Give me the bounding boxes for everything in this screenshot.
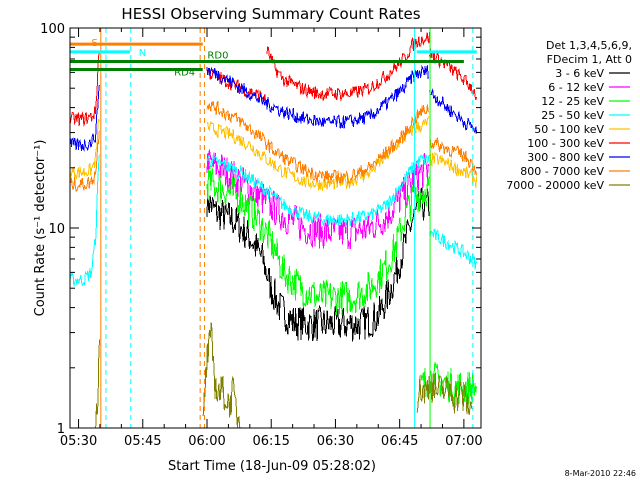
series-line-6-segment-1: [206, 65, 430, 129]
series-line-7-segment-0: [69, 130, 100, 192]
legend-entry-label: 100 - 300 keV: [527, 137, 604, 150]
series-line-6-segment-2: [429, 88, 478, 134]
series-line-0-segment-0: [206, 184, 430, 342]
legend-entry-label: 3 - 6 keV: [555, 67, 604, 80]
series-line-4-segment-0: [69, 118, 100, 180]
x-tick-label: 05:30: [60, 434, 97, 449]
x-tick-label: 06:00: [188, 434, 225, 449]
y-tick-label: 10: [48, 222, 65, 237]
series-line-8-segment-2: [416, 372, 473, 416]
legend-entry-label: 800 - 7000 keV: [520, 165, 604, 178]
x-tick-label: 06:15: [252, 434, 289, 449]
x-tick-label: 07:00: [445, 434, 482, 449]
series-line-7-segment-1: [206, 100, 430, 184]
x-tick-label: 06:30: [317, 434, 354, 449]
series-line-7-segment-2: [429, 137, 478, 176]
legend-entry-label: 300 - 800 keV: [527, 151, 604, 164]
series-line-5-segment-1: [206, 68, 267, 104]
series-line-3-segment-0: [69, 154, 100, 287]
legend-header-line-2: FDecim 1, Att 0: [547, 53, 632, 66]
legend-entry-label: 6 - 12 keV: [548, 81, 604, 94]
y-tick-label: 1: [57, 422, 65, 437]
y-tick-label: 100: [40, 22, 65, 37]
series-line-8-segment-1: [202, 322, 242, 429]
legend-entry-label: 7000 - 20000 keV: [506, 179, 604, 192]
footer-timestamp: 8-Mar-2010 22:46: [565, 469, 636, 478]
series-line-5-segment-0: [69, 50, 100, 128]
series-line-6-segment-0: [69, 85, 100, 152]
series-line-4-segment-2: [429, 151, 478, 188]
annotation-label-2: RD0: [207, 50, 228, 61]
annotation-label-0: S: [91, 38, 97, 49]
x-tick-label: 06:45: [381, 434, 418, 449]
y-axis-label: Count Rate (s⁻¹ detector⁻¹): [33, 140, 48, 317]
series-line-3-segment-2: [429, 228, 478, 270]
plot-area: S N RD0 RD4: [69, 28, 478, 429]
axes: 05:30 05:45 06:00 06:15 06:30 06:45 07:00 1 10 10…: [40, 22, 482, 449]
annotation-label-3: RD4: [174, 68, 195, 79]
chart-title: HESSI Observing Summary Count Rates: [121, 5, 420, 23]
x-axis-label: Start Time (18-Jun-09 05:28:02): [168, 459, 376, 474]
annotation-label-1: N: [139, 48, 146, 59]
legend: Det 1,3,4,5,6,9, FDecim 1, Att 0 3 - 6 k…: [506, 39, 632, 192]
series-line-3-segment-1: [206, 154, 430, 227]
series-line-8-segment-0: [95, 339, 100, 429]
legend-entry-label: 25 - 50 keV: [541, 109, 604, 122]
series-line-2-segment-0: [206, 165, 430, 316]
legend-entry-label: 12 - 25 keV: [541, 95, 604, 108]
legend-header-line-1: Det 1,3,4,5,6,9,: [546, 39, 632, 52]
series-line-5-segment-2: [266, 32, 430, 102]
legend-entry-label: 50 - 100 keV: [534, 123, 604, 136]
x-tick-label: 05:45: [124, 434, 161, 449]
